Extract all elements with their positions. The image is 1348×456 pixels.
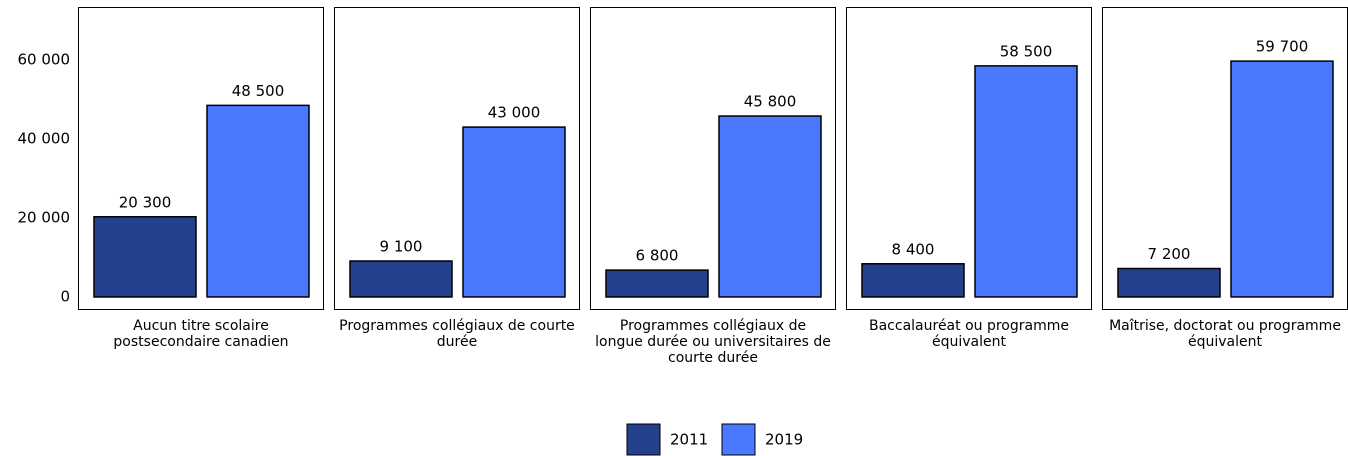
bar bbox=[605, 269, 709, 298]
value-label: 6 800 bbox=[636, 247, 679, 265]
x-tick-label: Aucun titre scolaire postsecondaire cana… bbox=[113, 318, 289, 350]
y-tick-label: 60 000 bbox=[18, 50, 71, 68]
bar bbox=[1230, 60, 1334, 298]
value-label: 43 000 bbox=[488, 104, 541, 122]
value-label: 58 500 bbox=[1000, 42, 1053, 60]
value-label: 48 500 bbox=[232, 82, 285, 100]
panel bbox=[78, 7, 324, 310]
bar bbox=[861, 263, 965, 298]
bar bbox=[349, 260, 453, 298]
bar bbox=[974, 65, 1078, 298]
bar bbox=[718, 115, 822, 298]
bar bbox=[93, 216, 197, 298]
value-label: 59 700 bbox=[1256, 38, 1309, 56]
y-tick-label: 0 bbox=[60, 287, 70, 305]
panel bbox=[334, 7, 580, 310]
x-tick-label: Programmes collégiaux de courte durée bbox=[339, 318, 575, 350]
panel bbox=[846, 7, 1092, 310]
value-label: 20 300 bbox=[119, 193, 172, 211]
x-tick-label: Maîtrise, doctorat ou programme équivale… bbox=[1109, 318, 1341, 350]
value-label: 9 100 bbox=[380, 238, 423, 256]
x-tick-label: Programmes collégiaux de longue durée ou… bbox=[595, 318, 831, 366]
legend-swatch bbox=[721, 423, 756, 456]
bar bbox=[206, 104, 310, 298]
x-tick-label: Baccalauréat ou programme équivalent bbox=[869, 318, 1069, 350]
panel bbox=[590, 7, 836, 310]
legend-label: 2019 bbox=[765, 431, 803, 449]
value-label: 7 200 bbox=[1148, 245, 1191, 263]
bar bbox=[1117, 267, 1221, 298]
value-label: 45 800 bbox=[744, 93, 797, 111]
y-tick-label: 20 000 bbox=[18, 208, 71, 226]
y-tick-label: 40 000 bbox=[18, 129, 71, 147]
legend-swatch bbox=[626, 423, 661, 456]
legend-label: 2011 bbox=[670, 431, 708, 449]
bar bbox=[462, 126, 566, 298]
value-label: 8 400 bbox=[892, 240, 935, 258]
